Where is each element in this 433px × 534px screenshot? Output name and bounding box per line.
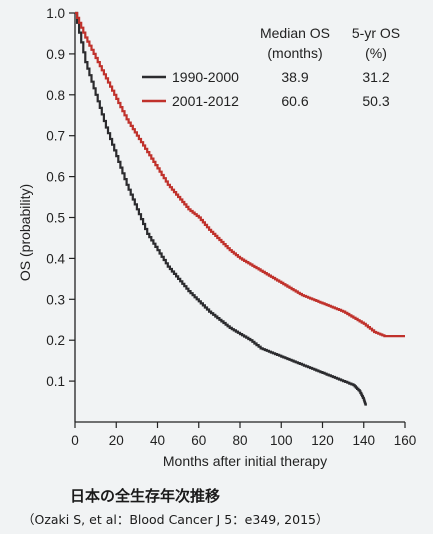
caption-source: （Ozaki S, et al：Blood Cancer J 5：e349, 2… bbox=[22, 512, 329, 527]
y-tick-label: 0.1 bbox=[46, 374, 65, 389]
y-tick-label: 0.8 bbox=[46, 88, 65, 103]
legend-median-1990-2000: 38.9 bbox=[281, 69, 308, 85]
y-tick-label: 0.5 bbox=[46, 211, 65, 226]
legend-5yr-1990-2000: 31.2 bbox=[362, 69, 389, 85]
series-line-1990-2000 bbox=[75, 11, 367, 406]
legend-label-2001-2012: 2001-2012 bbox=[172, 93, 239, 109]
y-tick-label: 0.9 bbox=[46, 47, 65, 62]
legend-table: Median OS (months) 5-yr OS (%) 1990-2000 38.9… bbox=[142, 25, 400, 109]
y-tick-label: 0.3 bbox=[46, 292, 65, 307]
x-tick-label: 40 bbox=[150, 433, 165, 448]
header-median-os-unit: (months) bbox=[267, 45, 322, 61]
x-tick-label: 100 bbox=[270, 433, 293, 448]
header-5yr-os-unit: (%) bbox=[365, 45, 387, 61]
x-tick-label: 140 bbox=[352, 433, 375, 448]
legend-label-1990-2000: 1990-2000 bbox=[172, 69, 239, 85]
series-line-2001-2012 bbox=[75, 11, 405, 338]
series-layer bbox=[75, 11, 405, 406]
x-tick-label: 60 bbox=[191, 433, 206, 448]
y-tick-label: 0.2 bbox=[46, 333, 65, 348]
y-tick-label: 0.7 bbox=[46, 129, 65, 144]
y-tick-label: 0.4 bbox=[46, 251, 65, 266]
y-axis-title: OS (probability) bbox=[17, 184, 33, 281]
x-tick-label: 0 bbox=[71, 433, 79, 448]
y-tick-label: 1.0 bbox=[46, 6, 65, 21]
legend-median-2001-2012: 60.6 bbox=[281, 93, 308, 109]
x-axis-title: Months after initial therapy bbox=[163, 453, 327, 469]
header-median-os: Median OS bbox=[260, 25, 330, 41]
legend-5yr-2001-2012: 50.3 bbox=[362, 93, 389, 109]
x-tick-label: 160 bbox=[394, 433, 417, 448]
header-5yr-os: 5-yr OS bbox=[352, 25, 400, 41]
axes: 0 20 40 60 80 100 120 140 160 0.1 0.2 0.3 0.4 0.5 0.6 0… bbox=[17, 6, 416, 469]
caption-title: 日本の全生存年次推移 bbox=[70, 487, 221, 505]
x-tick-label: 80 bbox=[232, 433, 247, 448]
x-tick-label: 20 bbox=[109, 433, 124, 448]
x-tick-label: 120 bbox=[311, 433, 334, 448]
y-tick-label: 0.6 bbox=[46, 170, 65, 185]
